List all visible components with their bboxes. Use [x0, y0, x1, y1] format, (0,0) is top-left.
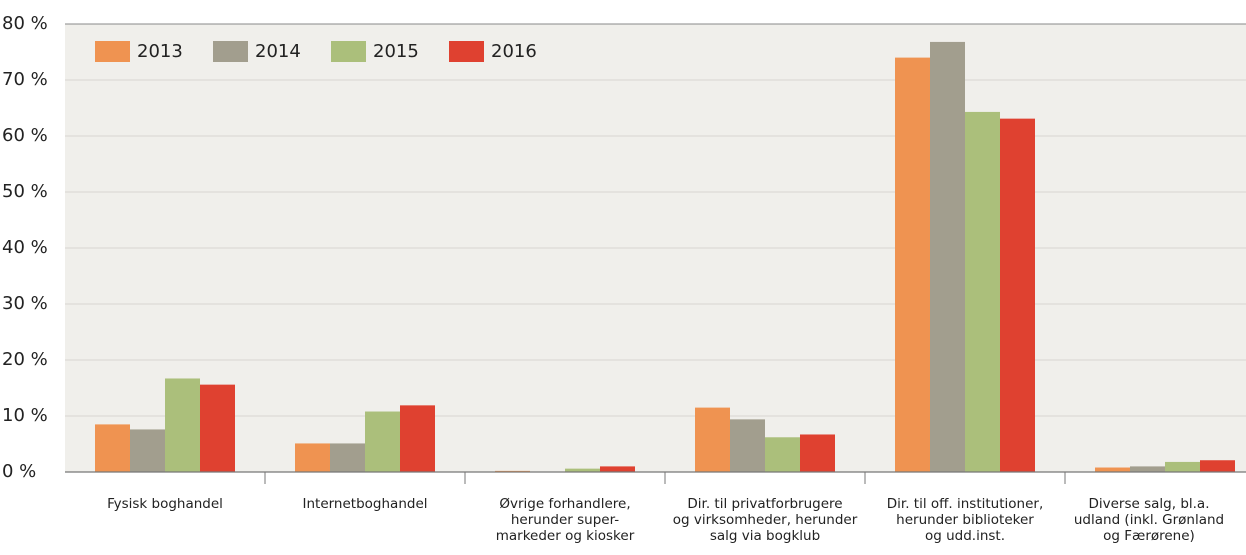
bar	[895, 57, 930, 472]
bar	[165, 378, 200, 472]
bar	[800, 434, 835, 472]
bar	[1130, 466, 1165, 472]
x-tick-label: Diverse salg, bl.a. udland (inkl. Grønla…	[1073, 496, 1225, 544]
bar	[930, 41, 965, 473]
legend-label: 2016	[491, 41, 537, 62]
y-tick-label: 80 %	[2, 13, 48, 34]
y-tick-label: 20 %	[2, 349, 48, 370]
bar	[1000, 118, 1035, 472]
bar	[295, 443, 330, 472]
x-tick-label: Internetboghandel	[302, 496, 428, 512]
bar	[730, 419, 765, 472]
y-tick-label: 40 %	[2, 237, 48, 258]
legend-label: 2015	[373, 41, 419, 62]
bar	[200, 384, 235, 472]
bar	[1200, 460, 1235, 472]
y-tick-label: 10 %	[2, 405, 48, 426]
bar	[130, 429, 165, 472]
bar	[695, 407, 730, 472]
x-tick-label: Øvrige forhandlere, herunder super- mark…	[495, 496, 635, 544]
bar	[95, 424, 130, 472]
bar	[965, 111, 1000, 473]
y-tick-label: 50 %	[2, 181, 48, 202]
y-tick-label: 30 %	[2, 293, 48, 314]
bar	[400, 405, 435, 472]
legend-label: 2013	[137, 41, 183, 62]
y-tick-label: 0 %	[2, 461, 36, 482]
legend-swatch	[95, 41, 130, 62]
legend-label: 2014	[255, 41, 301, 62]
y-tick-label: 70 %	[2, 69, 48, 90]
x-tick-label: Fysisk boghandel	[107, 496, 223, 512]
bar	[565, 468, 600, 472]
x-tick-label: Dir. til privatforbrugere og virksomhede…	[672, 496, 858, 544]
x-tick-label: Dir. til off. institutioner, herunder bi…	[886, 496, 1044, 544]
bar	[1095, 467, 1130, 472]
bar	[1165, 461, 1200, 472]
bar	[765, 437, 800, 472]
bar	[330, 443, 365, 472]
legend-swatch	[331, 41, 366, 62]
bar	[600, 466, 635, 472]
bar	[365, 411, 400, 472]
legend-swatch	[449, 41, 484, 62]
y-tick-label: 60 %	[2, 125, 48, 146]
legend-swatch	[213, 41, 248, 62]
